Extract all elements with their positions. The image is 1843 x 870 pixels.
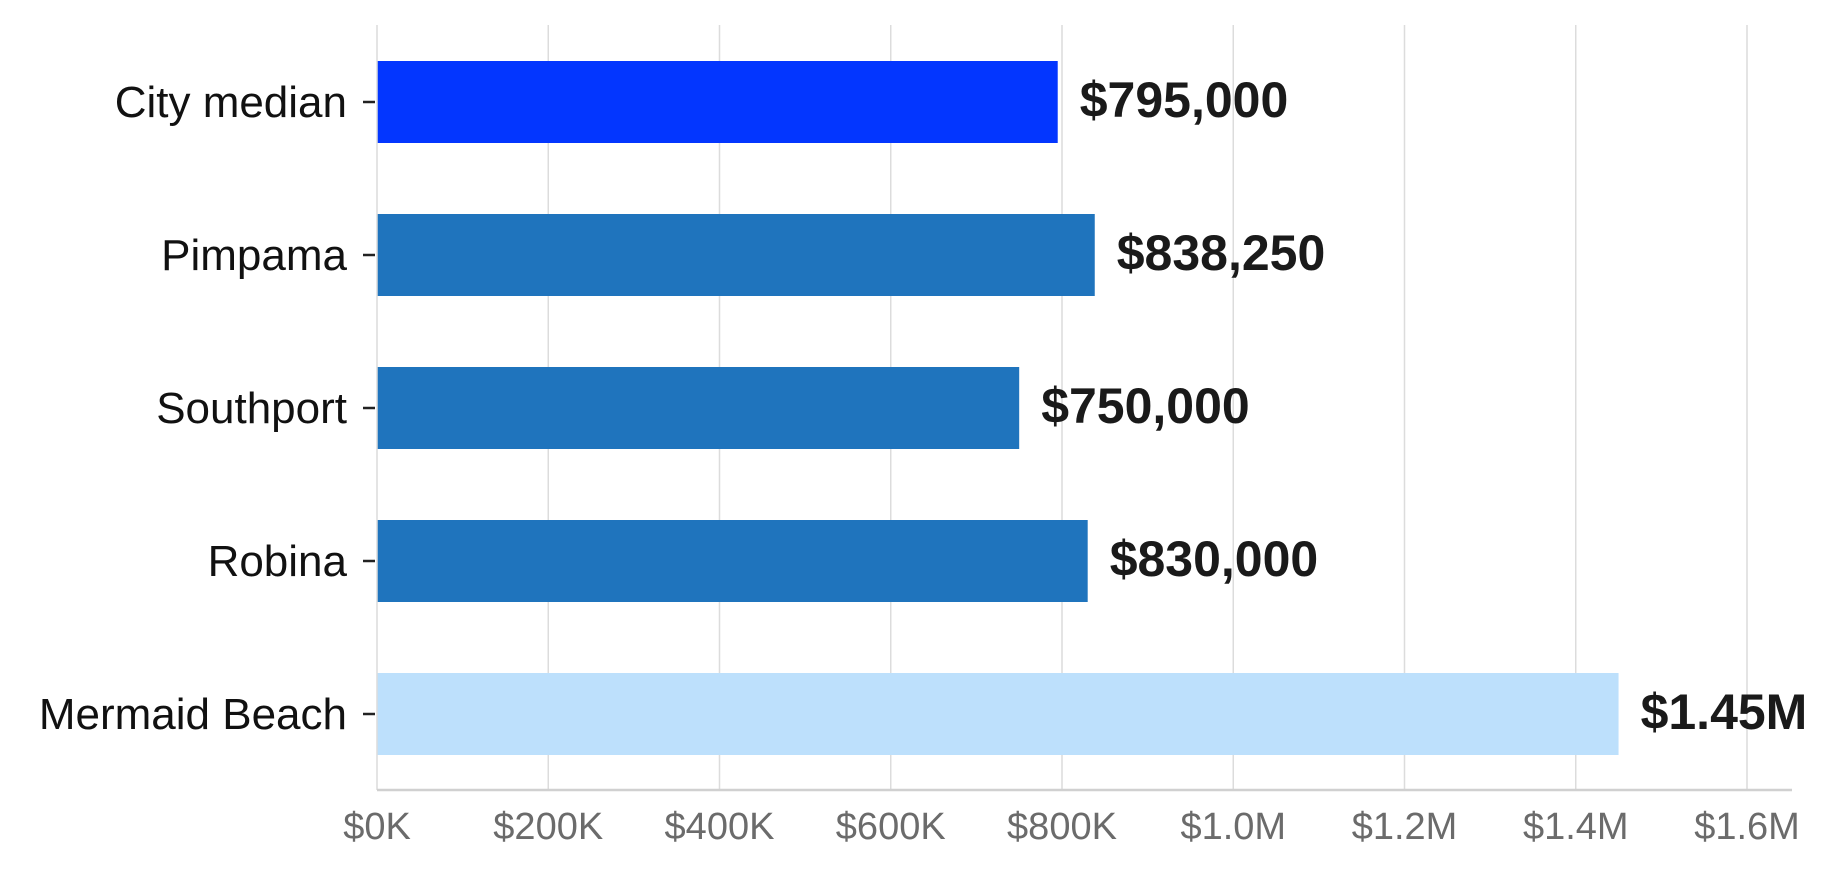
category-label: Mermaid Beach xyxy=(39,690,347,739)
axes xyxy=(363,25,1792,792)
x-tick-label: $600K xyxy=(836,806,946,848)
x-tick-label: $1.0M xyxy=(1180,806,1286,848)
value-label: $750,000 xyxy=(1041,378,1250,434)
x-tick-label: $1.2M xyxy=(1352,806,1458,848)
bar-robina xyxy=(377,520,1088,602)
bar-city-median xyxy=(377,61,1058,143)
x-tick-label: $800K xyxy=(1007,806,1117,848)
value-label: $838,250 xyxy=(1117,225,1326,281)
value-label: $1.45M xyxy=(1641,684,1808,740)
x-tick-label: $400K xyxy=(665,806,775,848)
x-tick-label: $200K xyxy=(493,806,603,848)
value-label: $830,000 xyxy=(1110,531,1319,587)
labels: $0K $200K $400K $600K $800K $1.0M $1.2M $1.4M $1… xyxy=(39,72,1807,848)
x-tick-label: $1.6M xyxy=(1694,806,1800,848)
category-label: Robina xyxy=(208,537,348,586)
bar-pimpama xyxy=(377,214,1095,296)
category-label: City median xyxy=(115,78,347,127)
bar-southport xyxy=(377,367,1020,449)
x-tick-label: $0K xyxy=(343,806,411,848)
bar-mermaid-beach xyxy=(377,673,1619,755)
x-tick-label: $1.4M xyxy=(1523,806,1629,848)
bars xyxy=(377,61,1619,755)
category-label: Southport xyxy=(156,384,347,433)
value-label: $795,000 xyxy=(1080,72,1289,128)
category-label: Pimpama xyxy=(161,231,347,280)
